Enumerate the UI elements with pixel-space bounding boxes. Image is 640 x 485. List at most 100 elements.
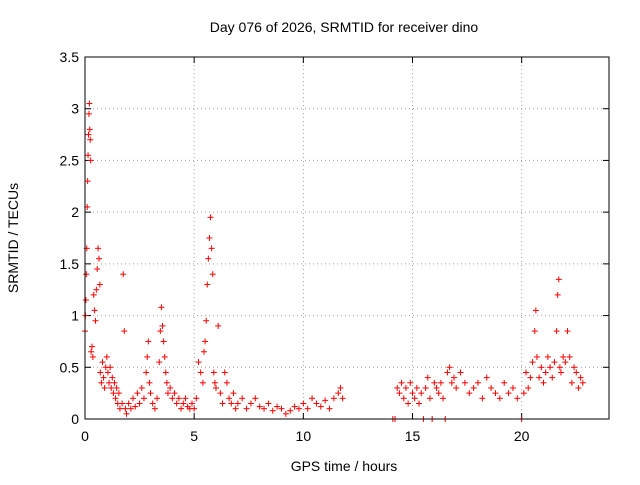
tick-layer: 0 0.5 1 1.5 2 2.5 3 3.5 0 5 10 15 20: [60, 49, 609, 444]
data-point: [199, 379, 206, 386]
data-point: [304, 405, 311, 412]
data-point: [479, 395, 486, 402]
data-point: [575, 384, 582, 391]
data-point: [103, 353, 110, 360]
data-point: [88, 348, 95, 355]
x-tick-label: 15: [405, 428, 421, 444]
data-point: [106, 379, 113, 386]
data-point: [188, 400, 195, 407]
data-point: [514, 395, 521, 402]
data-point: [82, 297, 89, 304]
data-point: [433, 384, 440, 391]
data-point: [525, 384, 532, 391]
data-point: [523, 369, 530, 376]
y-tick-label: 0: [71, 411, 79, 427]
data-point: [125, 400, 132, 407]
data-point: [87, 136, 94, 143]
data-point: [209, 271, 216, 278]
data-point: [138, 384, 145, 391]
data-point: [555, 276, 562, 283]
x-tick-label: 5: [190, 428, 198, 444]
data-point: [529, 359, 536, 366]
data-point: [322, 397, 329, 404]
data-point: [109, 374, 116, 381]
data-point: [182, 395, 189, 402]
data-point: [202, 338, 209, 345]
data-point: [98, 379, 105, 386]
data-point: [453, 384, 460, 391]
data-point: [147, 390, 154, 397]
data-point: [413, 384, 420, 391]
chart-title: Day 076 of 2026, SRMTID for receiver din…: [210, 19, 479, 35]
data-point: [217, 390, 224, 397]
data-point: [169, 395, 176, 402]
data-point: [450, 374, 457, 381]
data-point: [107, 364, 114, 371]
y-tick-label: 1.5: [60, 256, 80, 272]
data-point: [431, 379, 438, 386]
data-point: [466, 390, 473, 397]
data-point: [509, 384, 516, 391]
data-point: [134, 390, 141, 397]
data-point: [239, 395, 246, 402]
data-point: [208, 245, 215, 252]
data-point: [119, 400, 126, 407]
data-point: [560, 353, 567, 360]
data-point: [243, 405, 250, 412]
data-point: [533, 353, 540, 360]
data-point: [424, 374, 431, 381]
data-point: [213, 384, 219, 391]
data-point: [164, 390, 171, 397]
data-point: [122, 405, 129, 412]
data-point: [158, 304, 165, 311]
data-point: [492, 390, 499, 397]
data-point: [136, 400, 143, 407]
data-point: [501, 379, 508, 386]
data-point: [300, 400, 307, 407]
data-point: [394, 384, 401, 391]
data-point: [84, 178, 91, 185]
data-point: [89, 353, 96, 360]
data-point: [313, 400, 320, 407]
data-point: [86, 126, 93, 133]
data-point: [527, 374, 534, 381]
data-point: [252, 395, 259, 402]
data-point: [226, 395, 233, 402]
data-point: [193, 395, 200, 402]
data-point: [544, 353, 551, 360]
data-point: [159, 322, 166, 329]
data-point: [475, 379, 481, 386]
data-point: [223, 379, 230, 386]
data-point: [178, 405, 185, 412]
data-point: [553, 328, 560, 335]
data-point: [542, 369, 549, 376]
data-point: [88, 343, 95, 350]
data-point: [130, 395, 137, 402]
x-tick-label: 0: [81, 428, 89, 444]
data-point: [104, 369, 111, 376]
data-point: [335, 390, 342, 397]
data-point: [195, 359, 202, 366]
data-point: [85, 152, 92, 159]
data-point: [562, 359, 569, 366]
data-point: [215, 322, 222, 329]
data-point: [94, 266, 101, 273]
data-point: [337, 384, 344, 391]
data-point: [160, 338, 167, 345]
data-point: [85, 131, 92, 138]
data-point: [163, 379, 170, 386]
data-point: [211, 379, 218, 386]
x-tick-label: 20: [514, 428, 530, 444]
data-point: [93, 286, 100, 293]
y-tick-label: 2.5: [60, 152, 80, 168]
x-tick-label: 10: [296, 428, 312, 444]
data-point: [571, 364, 578, 371]
data-point: [100, 374, 107, 381]
x-axis-label: GPS time / hours: [291, 458, 398, 474]
data-point: [156, 359, 163, 366]
data-point: [282, 410, 289, 417]
data-point: [457, 369, 464, 376]
y-tick-label: 3.5: [60, 49, 80, 65]
